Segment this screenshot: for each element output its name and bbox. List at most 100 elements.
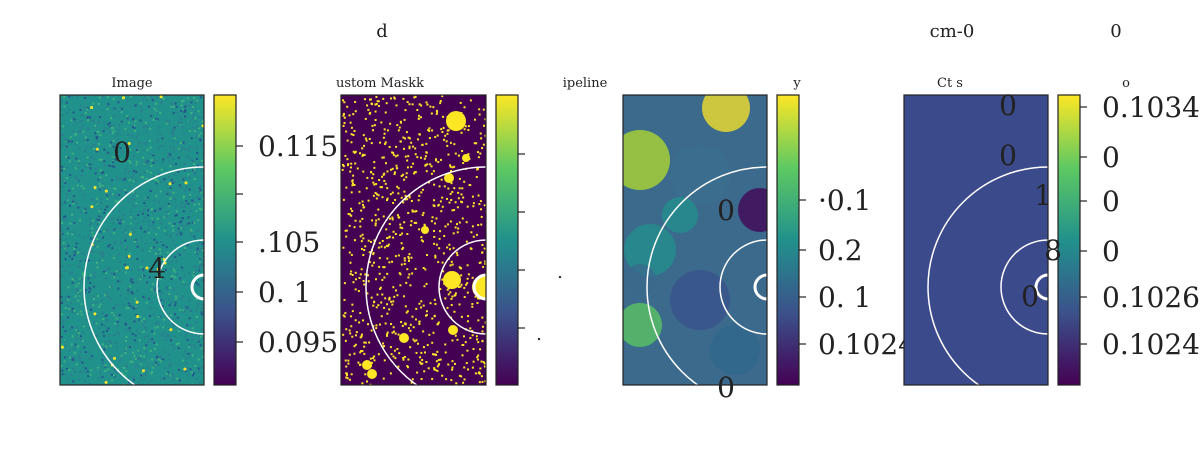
noise-pixel bbox=[75, 242, 78, 245]
mask-pixel bbox=[439, 102, 442, 105]
noise-pixel bbox=[110, 373, 113, 376]
ring bbox=[927, 166, 1048, 385]
noise-pixel bbox=[168, 205, 171, 208]
noise-pixel bbox=[126, 255, 129, 258]
noise-pixel bbox=[174, 173, 177, 176]
mask-pixel bbox=[348, 353, 351, 356]
noise-pixel bbox=[195, 297, 198, 300]
noise-pixel bbox=[125, 233, 128, 236]
noise-pixel bbox=[136, 304, 139, 307]
noise-pixel bbox=[189, 145, 192, 148]
noise-pixel bbox=[160, 99, 163, 102]
noise-pixel bbox=[202, 197, 204, 200]
noise-pixel bbox=[187, 373, 190, 376]
mask-pixel bbox=[439, 358, 442, 361]
noise-pixel bbox=[183, 177, 186, 180]
noise-pixel bbox=[188, 299, 191, 302]
noise-pixel bbox=[189, 228, 192, 231]
mask-pixel bbox=[478, 108, 481, 111]
mask-pixel bbox=[392, 355, 395, 358]
noise-pixel bbox=[143, 377, 146, 380]
noise-pixel bbox=[167, 202, 170, 205]
noise-pixel bbox=[165, 215, 168, 218]
mask-pixel bbox=[430, 112, 433, 115]
panel-title: Ct s bbox=[937, 76, 963, 91]
mask-pixel bbox=[413, 96, 416, 99]
noise-pixel bbox=[178, 186, 181, 189]
mask-pixel bbox=[420, 300, 423, 303]
mask-pixel bbox=[362, 254, 365, 257]
mask-pixel bbox=[410, 165, 413, 168]
noise-pixel bbox=[69, 301, 72, 304]
noise-pixel bbox=[172, 378, 175, 381]
mask-pixel bbox=[373, 166, 376, 169]
mask-pixel bbox=[360, 333, 363, 336]
noise-pixel bbox=[139, 276, 142, 279]
noise-pixel bbox=[194, 321, 197, 324]
mask-pixel bbox=[477, 372, 480, 375]
noise-pixel bbox=[63, 339, 66, 342]
noise-pixel bbox=[89, 373, 92, 376]
mask-pixel bbox=[423, 351, 426, 354]
noise-pixel bbox=[168, 120, 171, 123]
noise-pixel bbox=[71, 281, 74, 284]
mask-pixel bbox=[480, 375, 483, 378]
noise-pixel bbox=[60, 204, 63, 207]
noise-pixel bbox=[171, 260, 174, 263]
noise-pixel bbox=[142, 149, 145, 152]
mask-pixel bbox=[421, 358, 424, 361]
noise-pixel bbox=[143, 171, 146, 174]
noise-pixel bbox=[191, 168, 194, 171]
noise-pixel bbox=[155, 182, 158, 185]
noise-pixel bbox=[108, 340, 111, 343]
noise-pixel bbox=[86, 119, 89, 122]
noise-pixel bbox=[192, 126, 195, 129]
noise-pixel bbox=[70, 308, 73, 311]
noise-pixel bbox=[199, 261, 202, 264]
noise-pixel bbox=[114, 372, 117, 375]
noise-pixel bbox=[129, 148, 132, 151]
mask-pixel bbox=[363, 341, 366, 344]
noise-pixel bbox=[130, 303, 133, 306]
noise-pixel bbox=[76, 337, 79, 340]
mask-pixel bbox=[396, 214, 399, 217]
noise-pixel bbox=[129, 210, 132, 213]
noise-pixel bbox=[100, 158, 103, 161]
noise-pixel bbox=[188, 119, 191, 122]
noise-pixel bbox=[190, 371, 193, 374]
noise-pixel bbox=[81, 169, 84, 172]
mask-pixel bbox=[437, 160, 440, 163]
mask-pixel bbox=[404, 194, 407, 197]
mask-pixel bbox=[462, 162, 465, 165]
mask-pixel bbox=[413, 172, 416, 175]
noise-pixel bbox=[200, 366, 203, 369]
mask-pixel bbox=[367, 323, 370, 326]
noise-pixel bbox=[97, 295, 100, 298]
noise-pixel bbox=[192, 159, 195, 162]
mask-pixel bbox=[463, 378, 466, 381]
mask-pixel bbox=[453, 187, 456, 190]
noise-pixel bbox=[135, 136, 138, 139]
noise-pixel bbox=[169, 267, 172, 270]
noise-pixel bbox=[88, 358, 91, 361]
noise-pixel bbox=[200, 159, 203, 162]
mask-pixel bbox=[381, 293, 384, 296]
noise-pixel bbox=[143, 274, 146, 277]
noise-pixel bbox=[113, 272, 116, 275]
noise-pixel bbox=[116, 331, 119, 334]
mask-pixel bbox=[362, 203, 365, 206]
noise-pixel bbox=[200, 247, 203, 250]
mask-pixel bbox=[470, 231, 473, 234]
noise-pixel bbox=[65, 367, 68, 370]
noise-pixel bbox=[139, 363, 142, 366]
noise-pixel bbox=[155, 322, 158, 325]
mask-pixel bbox=[483, 365, 486, 368]
noise-pixel bbox=[134, 357, 137, 360]
overlay-label: 4 bbox=[148, 252, 166, 285]
noise-pixel bbox=[149, 171, 152, 174]
mask-pixel bbox=[361, 153, 364, 156]
noise-pixel bbox=[112, 155, 115, 158]
noise-pixel bbox=[70, 161, 73, 164]
mask-pixel bbox=[361, 154, 364, 157]
noise-pixel bbox=[193, 203, 196, 206]
